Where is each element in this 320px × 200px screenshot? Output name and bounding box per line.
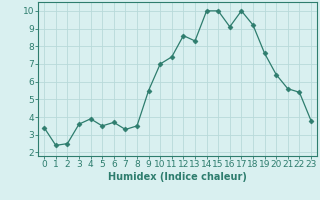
X-axis label: Humidex (Indice chaleur): Humidex (Indice chaleur) (108, 172, 247, 182)
